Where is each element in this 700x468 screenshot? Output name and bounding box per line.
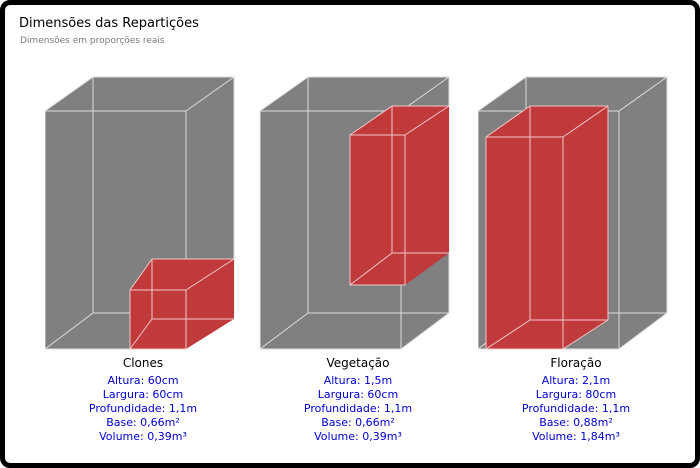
stat-largura: Largura: 80cm — [535, 388, 617, 401]
stat-largura: Largura: 60cm — [317, 388, 399, 401]
stat-base: Base: 0,66m² — [106, 416, 180, 429]
stat-volume: Volume: 0,39m³ — [99, 430, 187, 443]
stat-base: Base: 0,88m² — [539, 416, 613, 429]
plant-box-floracao — [485, 105, 609, 350]
panel-name: Floração — [550, 356, 602, 370]
stat-altura: Altura: 1,5m — [323, 374, 393, 387]
page-subtitle: Dimensões em proporções reais — [20, 36, 165, 46]
room-box-vegetacao — [260, 76, 450, 350]
plant-box-clones — [129, 258, 235, 350]
stat-altura: Altura: 2,1m — [541, 374, 611, 387]
panel-name: Vegetação — [326, 356, 390, 370]
stat-volume: Volume: 0,39m³ — [314, 430, 402, 443]
stat-altura: Altura: 60cm — [107, 374, 179, 387]
stat-profundidade: Profundidade: 1,1m — [88, 402, 198, 415]
room-box-clones — [45, 76, 235, 350]
stat-volume: Volume: 1,84m³ — [532, 430, 620, 443]
stat-base: Base: 0,66m² — [321, 416, 395, 429]
stat-profundidade: Profundidade: 1,1m — [521, 402, 631, 415]
stat-largura: Largura: 60cm — [102, 388, 184, 401]
stat-profundidade: Profundidade: 1,1m — [303, 402, 413, 415]
panel-name: Clones — [122, 356, 164, 370]
plant-box-vegetacao — [349, 105, 450, 286]
room-box-floracao — [478, 76, 668, 350]
page-title: Dimensões das Repartições — [19, 16, 199, 31]
